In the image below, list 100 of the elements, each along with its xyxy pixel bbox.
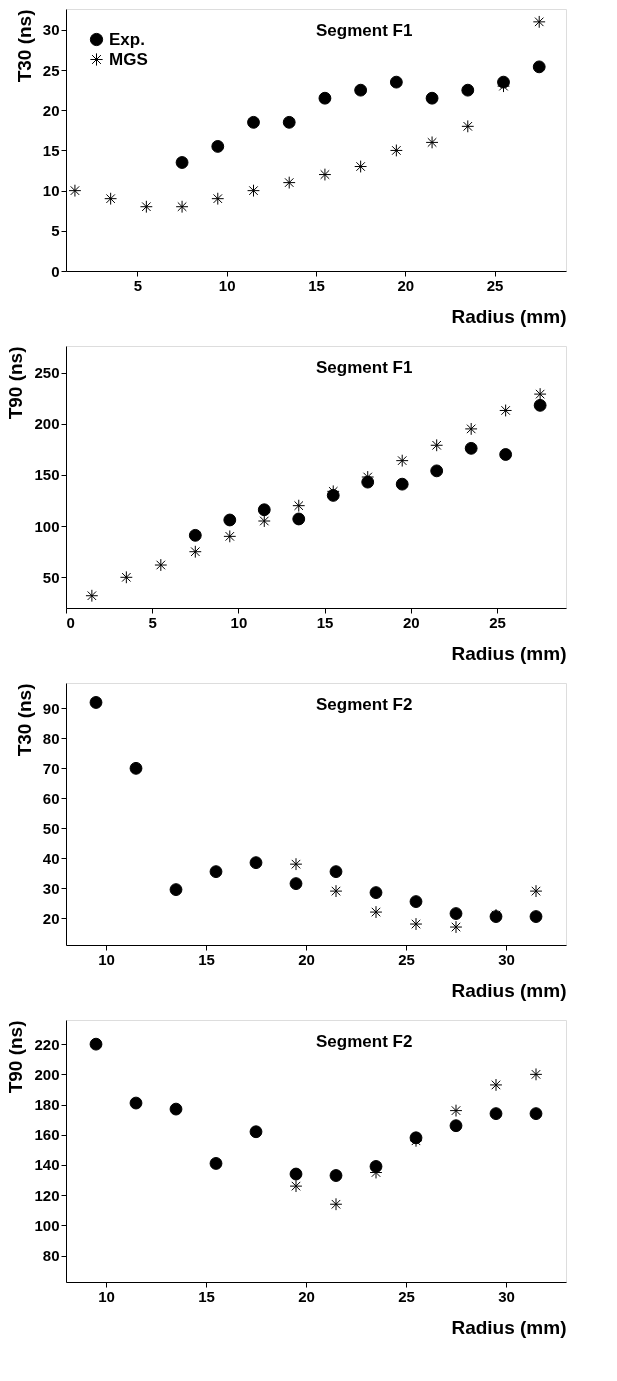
point [329,1197,343,1211]
x-tick-label: 30 [498,1287,515,1305]
x-tick-label: 30 [498,950,515,968]
y-tick-label: 100 [34,1216,60,1234]
point [257,514,271,528]
point [464,422,478,436]
y-axis-title: T30 (ns) [13,9,35,83]
point [430,438,444,452]
point [247,184,260,198]
y-tick-label: 220 [34,1035,60,1053]
point [533,387,547,401]
y-tick-label: 80 [42,1247,60,1265]
point [425,136,439,149]
y-tick-label: 150 [34,466,60,484]
y-tick-label: 200 [34,1065,60,1083]
x-tick-label: 20 [298,1287,315,1305]
point [449,920,463,934]
point [409,917,423,931]
y-tick-label: 20 [42,909,60,927]
point [499,404,513,417]
x-axis-title: Radius (mm) [451,305,567,327]
point [289,1167,303,1181]
point [389,144,403,157]
x-tick-label: 25 [489,613,506,631]
point [318,91,332,105]
point [289,857,303,871]
point [489,1107,503,1121]
y-tick-label: 250 [34,364,60,382]
point [395,477,409,491]
x-tick-label: 5 [148,613,157,631]
y-tick-label: 5 [51,222,60,240]
y-axis-title: T90 (ns) [5,346,27,420]
point [211,140,225,153]
point [329,865,343,879]
point [139,200,153,214]
point [188,528,202,542]
legend-label: Exp. [109,29,145,49]
x-tick-label: 15 [198,950,215,968]
y-tick-label: 50 [42,568,60,586]
y-tick-label: 30 [42,879,60,897]
point [329,884,343,898]
x-tick-label: 20 [397,276,415,294]
y-tick-label: 10 [42,182,60,200]
point [169,883,183,897]
point [449,1119,463,1133]
x-axis-title: Radius (mm) [451,1316,567,1338]
y-tick-label: 50 [42,819,60,837]
point [430,464,444,478]
point [175,200,189,214]
point [354,160,368,173]
x-tick-label: 25 [486,276,504,294]
point [175,156,189,169]
y-tick-label: 200 [34,415,60,433]
point [89,696,103,709]
point [211,192,225,206]
point [169,1102,183,1116]
x-tick-label: 15 [316,613,334,631]
point [223,513,237,527]
point [289,877,303,891]
point [188,545,202,559]
x-tick-label: 10 [218,276,236,294]
x-tick-label: 10 [98,950,115,968]
y-tick-label: 160 [34,1126,60,1144]
x-tick-label: 25 [398,950,415,968]
point [499,448,513,461]
legend-label: MGS [109,49,148,69]
point [329,1169,343,1182]
point [389,75,403,89]
annotation: Segment F1 [316,358,413,377]
y-tick-label: 60 [42,789,60,807]
x-tick-label: 10 [98,1287,115,1305]
point [533,398,547,412]
point [282,176,296,190]
point [249,856,263,870]
y-tick-label: 140 [34,1156,60,1174]
x-axis-title: Radius (mm) [451,642,567,664]
y-tick-label: 20 [42,101,60,119]
annotation: Segment F2 [316,695,413,714]
point [532,15,546,29]
point [282,115,296,129]
y-axis-title: T90 (ns) [5,1020,27,1094]
y-axis-title: T30 (ns) [13,683,35,757]
x-tick-label: 15 [198,1287,215,1305]
y-tick-label: 15 [42,141,60,159]
point [529,1107,543,1121]
y-tick-label: 100 [34,517,60,535]
point [247,115,260,129]
point [369,905,383,919]
point [209,865,223,879]
point [461,83,475,97]
point [85,589,99,603]
point [425,91,439,105]
point [104,192,118,206]
x-tick-label: 10 [230,613,248,631]
y-tick-label: 120 [34,1186,60,1204]
point [532,60,546,74]
y-tick-label: 30 [42,21,60,39]
y-tick-label: 40 [42,849,60,867]
annotation: Segment F2 [316,1032,413,1051]
point [489,1078,503,1092]
